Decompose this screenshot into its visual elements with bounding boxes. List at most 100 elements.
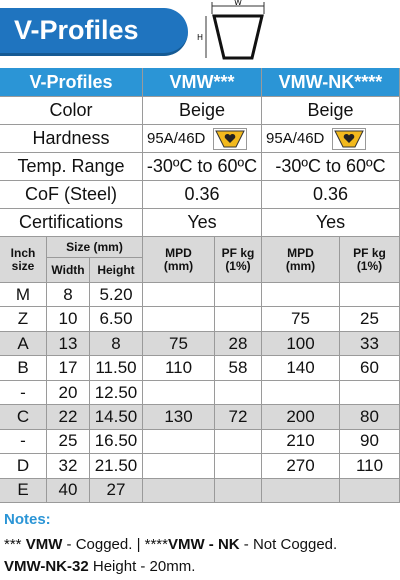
data-cell: -	[0, 429, 47, 455]
note-text: - Not Cogged.	[239, 536, 338, 553]
sub-header: Width	[47, 258, 90, 283]
property-value: 0.36	[143, 181, 262, 209]
data-cell: B	[0, 356, 47, 381]
hardness-value: 95A/46D	[147, 129, 206, 147]
data-cell: Z	[0, 307, 47, 332]
data-cell: 14.50	[90, 405, 143, 430]
property-value: Beige	[143, 97, 262, 125]
data-cell: -	[0, 380, 47, 406]
data-cell	[215, 429, 262, 455]
column-header: VMW***	[143, 68, 262, 97]
data-cell	[143, 380, 215, 406]
height-label: H	[197, 33, 203, 42]
data-cell: 75	[143, 331, 215, 357]
property-label: Hardness	[0, 125, 143, 153]
hardness-value: 95A/46D	[266, 129, 325, 147]
data-cell: A	[0, 331, 47, 357]
note-text: - Cogged. | ****	[62, 536, 168, 553]
width-label: W	[234, 0, 242, 7]
column-header: VMW-NK****	[262, 68, 400, 97]
data-cell	[215, 283, 262, 308]
data-cell: 13	[47, 331, 90, 357]
data-cell	[143, 478, 215, 503]
hardness-cell: 95A/46D	[262, 125, 400, 153]
data-cell: 16.50	[90, 429, 143, 455]
data-cell: 130	[143, 405, 215, 430]
notes-title: Notes:	[4, 511, 51, 528]
data-cell: 10	[47, 307, 90, 332]
data-cell	[340, 478, 400, 503]
data-cell: 21.50	[90, 454, 143, 479]
data-cell: 60	[340, 356, 400, 381]
data-cell: 5.20	[90, 283, 143, 308]
data-cell: E	[0, 478, 47, 503]
data-cell: 25	[47, 429, 90, 455]
note-text: VMW	[25, 536, 63, 553]
data-cell	[143, 429, 215, 455]
data-cell	[215, 380, 262, 406]
data-cell	[143, 283, 215, 308]
data-cell	[262, 478, 340, 503]
data-cell: 140	[262, 356, 340, 381]
data-cell	[262, 380, 340, 406]
title-tab: V-Profiles	[0, 8, 188, 56]
data-cell: 100	[262, 331, 340, 357]
property-value: -30ºC to 60ºC	[262, 153, 400, 181]
data-cell: 20	[47, 380, 90, 406]
property-value: 0.36	[262, 181, 400, 209]
sub-header: MPD (mm)	[262, 237, 340, 283]
sub-header: PF kg (1%)	[215, 237, 262, 283]
note-text: Height - 20mm.	[88, 558, 196, 575]
data-cell: 90	[340, 429, 400, 455]
data-cell: 8	[47, 283, 90, 308]
hardness-cell: 95A/46D	[143, 125, 262, 153]
property-value: Beige	[262, 97, 400, 125]
data-cell: 40	[47, 478, 90, 503]
data-cell: 58	[215, 356, 262, 381]
data-cell	[340, 283, 400, 308]
data-cell: 110	[340, 454, 400, 479]
data-cell: 210	[262, 429, 340, 455]
sub-header: MPD (mm)	[143, 237, 215, 283]
data-cell: 72	[215, 405, 262, 430]
property-label: Color	[0, 97, 143, 125]
sub-header: Inch size	[0, 237, 47, 283]
sub-header: Size (mm)	[47, 237, 143, 258]
column-header: V-Profiles	[0, 68, 143, 97]
data-cell	[215, 454, 262, 479]
data-cell: 33	[340, 331, 400, 357]
property-label: CoF (Steel)	[0, 181, 143, 209]
data-cell	[340, 380, 400, 406]
data-cell	[215, 307, 262, 332]
data-cell: 11.50	[90, 356, 143, 381]
sub-header: PF kg (1%)	[340, 237, 400, 283]
note-line: *** VMW - Cogged. | ****VMW - NK - Not C…	[4, 536, 337, 553]
data-cell	[215, 478, 262, 503]
data-cell: 80	[340, 405, 400, 430]
data-cell	[143, 307, 215, 332]
data-cell: 12.50	[90, 380, 143, 406]
data-cell: 8	[90, 331, 143, 357]
data-cell: 28	[215, 331, 262, 357]
data-cell: 22	[47, 405, 90, 430]
property-label: Temp. Range	[0, 153, 143, 181]
data-cell: 110	[143, 356, 215, 381]
note-text: VMW - NK	[167, 536, 240, 553]
note-text: VMW-NK-32	[4, 558, 89, 575]
data-cell: M	[0, 283, 47, 308]
note-text: ***	[4, 536, 26, 553]
property-label: Certifications	[0, 209, 143, 237]
profile-diagram: W H	[197, 0, 265, 60]
hardness-icon	[332, 127, 367, 150]
sub-header: Height	[90, 258, 143, 283]
data-cell: 200	[262, 405, 340, 430]
data-cell: 25	[340, 307, 400, 332]
hardness-icon	[213, 127, 248, 150]
data-cell: 17	[47, 356, 90, 381]
data-cell: 6.50	[90, 307, 143, 332]
note-line: VMW-NK-32 Height - 20mm.	[4, 558, 195, 575]
property-value: Yes	[262, 209, 400, 237]
property-value: Yes	[143, 209, 262, 237]
data-cell	[262, 283, 340, 308]
